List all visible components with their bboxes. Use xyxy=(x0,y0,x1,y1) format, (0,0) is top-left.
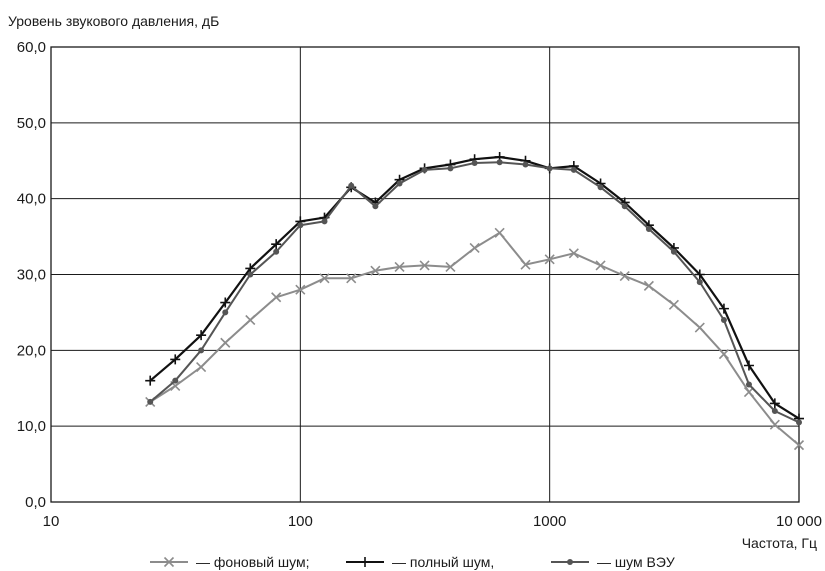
x-marker xyxy=(743,386,755,398)
y-tick-label: 40,0 xyxy=(17,191,46,208)
plus-marker xyxy=(743,360,754,371)
dot-marker xyxy=(421,166,428,173)
dot-marker xyxy=(696,279,703,286)
dot-marker xyxy=(546,165,553,172)
dot-marker xyxy=(471,160,478,167)
x-marker xyxy=(346,273,357,284)
x-marker xyxy=(694,322,705,333)
y-axis-ticks: 0,0 10,0 20,0 30,0 40,0 50,0 60,0 xyxy=(17,39,46,511)
x-marker xyxy=(595,260,606,271)
x-tick-label: 100 xyxy=(288,513,313,530)
x-marker xyxy=(520,259,531,270)
dot-marker xyxy=(621,203,628,210)
legend-item: — фоновый шум; xyxy=(150,554,310,570)
dot-marker xyxy=(447,165,454,172)
plus-marker xyxy=(769,398,780,409)
x-marker xyxy=(769,419,780,430)
y-tick-label: 0,0 xyxy=(25,494,46,511)
x-marker xyxy=(619,270,630,282)
dot-marker xyxy=(348,182,355,189)
y-tick-label: 10,0 xyxy=(17,418,46,435)
dot-marker xyxy=(670,248,677,255)
x-marker xyxy=(568,248,579,259)
x-axis-label: Частота, Гц xyxy=(742,535,817,551)
dot-marker xyxy=(496,159,503,166)
x-marker xyxy=(643,280,654,291)
dot-marker xyxy=(720,317,727,323)
legend: — фоновый шум; — полный шум, — шум ВЭУ xyxy=(150,554,675,570)
plus-marker xyxy=(360,557,370,567)
plus-marker xyxy=(196,330,207,341)
plus-marker xyxy=(220,297,231,308)
dot-marker xyxy=(147,398,154,405)
dot-marker xyxy=(597,184,604,191)
x-marker xyxy=(445,261,456,272)
x-axis-ticks: 10 100 1000 10 000 xyxy=(43,513,822,530)
dot-marker xyxy=(771,408,778,414)
y-tick-label: 50,0 xyxy=(17,115,46,132)
x-marker xyxy=(220,337,231,348)
legend-label: — фоновый шум; xyxy=(196,554,310,570)
dot-marker xyxy=(297,222,304,229)
dot-marker xyxy=(396,180,403,187)
x-marker xyxy=(163,556,175,568)
series-3 xyxy=(147,159,802,426)
series-lines xyxy=(145,151,805,451)
x-marker xyxy=(544,254,555,265)
x-marker xyxy=(295,284,306,295)
x-tick-label: 10 xyxy=(43,513,60,530)
x-marker xyxy=(245,314,256,326)
dot-marker xyxy=(745,381,752,388)
y-tick-label: 20,0 xyxy=(17,342,46,359)
x-marker xyxy=(419,260,430,271)
dot-marker xyxy=(567,559,573,565)
plus-marker xyxy=(694,269,705,280)
legend-item: — полный шум, xyxy=(346,554,494,570)
x-marker xyxy=(668,299,679,310)
plot-area-border xyxy=(50,46,800,503)
y-tick-label: 60,0 xyxy=(17,39,46,56)
plus-marker xyxy=(271,239,282,250)
dot-marker xyxy=(198,347,205,354)
series-line xyxy=(149,155,800,420)
dot-marker xyxy=(172,377,179,384)
dot-marker xyxy=(273,248,280,255)
grid xyxy=(50,46,800,503)
y-tick-label: 30,0 xyxy=(17,267,46,284)
x-marker xyxy=(271,292,282,303)
legend-label: — шум ВЭУ xyxy=(597,554,675,570)
series-1 xyxy=(145,227,805,451)
x-marker xyxy=(793,440,805,451)
x-marker xyxy=(394,261,405,272)
plus-marker xyxy=(145,375,156,386)
x-tick-label: 1000 xyxy=(533,513,566,530)
dot-marker xyxy=(372,203,379,210)
x-marker xyxy=(319,273,330,284)
legend-item: — шум ВЭУ xyxy=(551,554,675,570)
y-axis-label: Уровень звукового давления, дБ xyxy=(8,13,219,29)
dot-marker xyxy=(645,226,652,232)
x-marker xyxy=(718,349,730,360)
plus-marker xyxy=(718,303,729,314)
x-marker xyxy=(494,227,505,238)
plus-marker xyxy=(170,354,181,365)
dot-marker xyxy=(796,419,802,426)
x-marker xyxy=(370,265,381,276)
legend-label: — полный шум, xyxy=(392,554,494,570)
series-2 xyxy=(145,151,804,424)
dot-marker xyxy=(222,309,229,316)
x-marker xyxy=(469,242,480,254)
dot-marker xyxy=(522,161,529,168)
series-line xyxy=(149,161,800,424)
series-line xyxy=(149,231,800,446)
dot-marker xyxy=(570,166,577,173)
dot-marker xyxy=(321,218,328,225)
x-tick-label: 10 000 xyxy=(776,513,822,530)
dot-marker xyxy=(247,271,254,278)
x-marker xyxy=(196,361,207,373)
